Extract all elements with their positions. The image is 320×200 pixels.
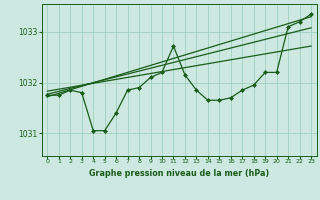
X-axis label: Graphe pression niveau de la mer (hPa): Graphe pression niveau de la mer (hPa) — [89, 169, 269, 178]
